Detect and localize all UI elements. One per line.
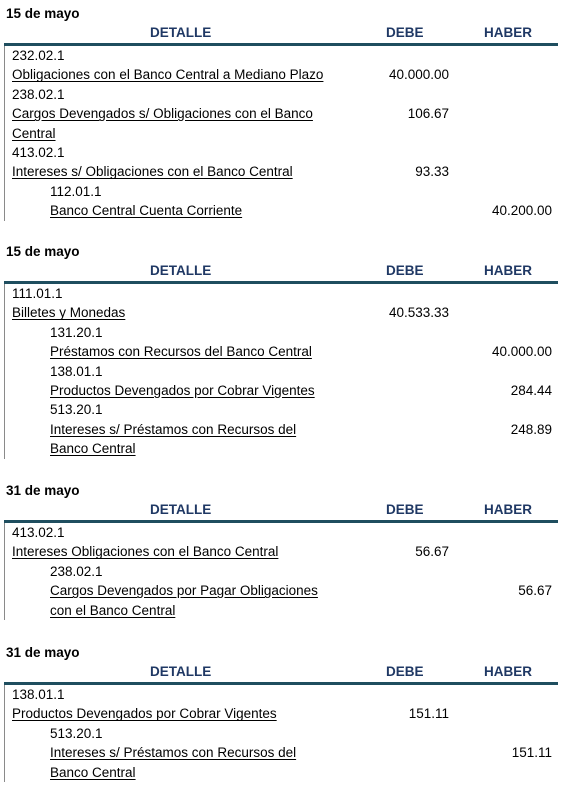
entry-date: 31 de mayo	[6, 483, 80, 498]
account-name-row: Banco Central Cuenta Corriente 40.200.00	[5, 201, 559, 220]
debe-amount: 40.533.33	[388, 305, 449, 321]
entry-lines: 111.01.1 Billetes y Monedas 40.533.33 131.2…	[4, 284, 559, 459]
account-code: 238.02.1	[50, 563, 103, 579]
header-debe: DEBE	[386, 263, 424, 278]
account-name: Central	[12, 125, 56, 141]
account-code: 238.02.1	[12, 86, 65, 102]
header-detalle: DETALLE	[150, 502, 212, 517]
account-name: Productos Devengados por Cobrar Vigentes	[12, 706, 277, 722]
account-name: Billetes y Monedas	[12, 305, 126, 321]
account-name: Cargos Devengados s/ Obligaciones con el…	[12, 106, 313, 122]
header-haber: HABER	[484, 263, 533, 278]
debe-amount: 56.67	[415, 544, 449, 560]
debe-amount: 151.11	[408, 706, 449, 722]
account-name-row: Préstamos con Recursos del Banco Central…	[5, 342, 559, 361]
account-code: 513.20.1	[50, 725, 103, 741]
account-name: Cargos Devengados por Pagar Obligaciones	[50, 583, 318, 599]
account-name-row: Banco Central	[5, 763, 559, 782]
header-debe: DEBE	[386, 25, 424, 40]
entry-lines: 138.01.1 Productos Devengados por Cobrar …	[4, 685, 559, 782]
entry-date: 31 de mayo	[6, 645, 80, 660]
account-name-row: Intereses Obligaciones con el Banco Cent…	[5, 542, 559, 561]
debe-amount: 93.33	[415, 164, 449, 180]
account-name-row: Intereses s/ Obligaciones con el Banco C…	[5, 162, 559, 181]
account-name-row: Intereses s/ Préstamos con Recursos del 1…	[5, 743, 559, 762]
header-detalle: DETALLE	[150, 263, 212, 278]
account-code-row: 513.20.1	[5, 400, 559, 419]
account-name: Banco Central Cuenta Corriente	[50, 203, 243, 219]
account-code-row: 232.02.1	[5, 46, 559, 65]
account-code: 513.20.1	[50, 402, 103, 418]
header-detalle: DETALLE	[150, 25, 212, 40]
account-code-row: 111.01.1	[5, 284, 559, 303]
account-code-row: 238.02.1	[5, 562, 559, 581]
entry-lines: 413.02.1 Intereses Obligaciones con el Ba…	[4, 523, 559, 620]
entry-date: 15 de mayo	[6, 6, 80, 21]
entry-lines: 232.02.1 Obligaciones con el Banco Centra…	[4, 46, 559, 221]
header-debe: DEBE	[386, 664, 424, 679]
account-code-row: 413.02.1	[5, 523, 559, 542]
account-name-row: Intereses s/ Préstamos con Recursos del 2…	[5, 420, 559, 439]
account-name: Banco Central	[50, 441, 136, 457]
header-haber: HABER	[484, 25, 533, 40]
account-name: Intereses s/ Préstamos con Recursos del	[50, 745, 297, 761]
header-debe: DEBE	[386, 502, 424, 517]
account-name: Préstamos con Recursos del Banco Central	[50, 344, 312, 360]
account-name: Obligaciones con el Banco Central a Medi…	[12, 67, 324, 83]
account-name-row: con el Banco Central	[5, 601, 559, 620]
account-name-row: Obligaciones con el Banco Central a Medi…	[5, 65, 559, 84]
account-name: Intereses s/ Obligaciones con el Banco C…	[12, 164, 293, 180]
account-code-row: 131.20.1	[5, 323, 559, 342]
header-haber: HABER	[484, 664, 533, 679]
account-code-row: 413.02.1	[5, 143, 559, 162]
account-code-row: 138.01.1	[5, 362, 559, 381]
account-code: 232.02.1	[12, 48, 65, 63]
entry-header: DETALLE DEBE HABER	[4, 500, 558, 523]
account-name: Banco Central	[50, 764, 136, 780]
account-name-row: Billetes y Monedas 40.533.33	[5, 303, 559, 322]
haber-amount: 40.200.00	[491, 203, 552, 219]
account-code-row: 238.02.1	[5, 85, 559, 104]
account-code: 138.01.1	[50, 363, 103, 379]
haber-amount: 248.89	[510, 421, 552, 437]
account-code-row: 138.01.1	[5, 685, 559, 704]
haber-amount: 284.44	[510, 382, 552, 398]
account-name-row: Cargos Devengados por Pagar Obligaciones…	[5, 581, 559, 600]
entry-header: DETALLE DEBE HABER	[4, 261, 558, 284]
account-name-row: Banco Central	[5, 439, 559, 458]
account-name-row: Productos Devengados por Cobrar Vigentes…	[5, 381, 559, 400]
account-code-row: 112.01.1	[5, 182, 559, 201]
haber-amount: 151.11	[511, 745, 552, 761]
account-code: 413.02.1	[12, 144, 65, 160]
account-code: 111.01.1	[12, 286, 63, 301]
account-code: 138.01.1	[12, 687, 65, 702]
account-name-row: Cargos Devengados s/ Obligaciones con el…	[5, 104, 559, 123]
account-code: 413.02.1	[12, 525, 65, 540]
account-name: Intereses s/ Préstamos con Recursos del	[50, 421, 297, 437]
entry-header: DETALLE DEBE HABER	[4, 23, 558, 46]
haber-amount: 56.67	[518, 583, 552, 599]
account-code: 131.20.1	[50, 324, 103, 340]
debe-amount: 106.67	[407, 106, 449, 122]
account-name: Productos Devengados por Cobrar Vigentes	[50, 382, 315, 398]
entry-header: DETALLE DEBE HABER	[4, 662, 558, 685]
haber-amount: 40.000.00	[491, 344, 552, 360]
header-detalle: DETALLE	[150, 664, 212, 679]
account-name-row: Central	[5, 124, 559, 143]
account-code-row: 513.20.1	[5, 724, 559, 743]
account-name: Intereses Obligaciones con el Banco Cent…	[12, 544, 279, 560]
header-haber: HABER	[484, 502, 533, 517]
debe-amount: 40.000.00	[388, 67, 449, 83]
entry-date: 15 de mayo	[6, 244, 80, 259]
account-name-row: Productos Devengados por Cobrar Vigentes…	[5, 704, 559, 723]
account-name: con el Banco Central	[50, 602, 176, 618]
account-code: 112.01.1	[50, 183, 102, 199]
